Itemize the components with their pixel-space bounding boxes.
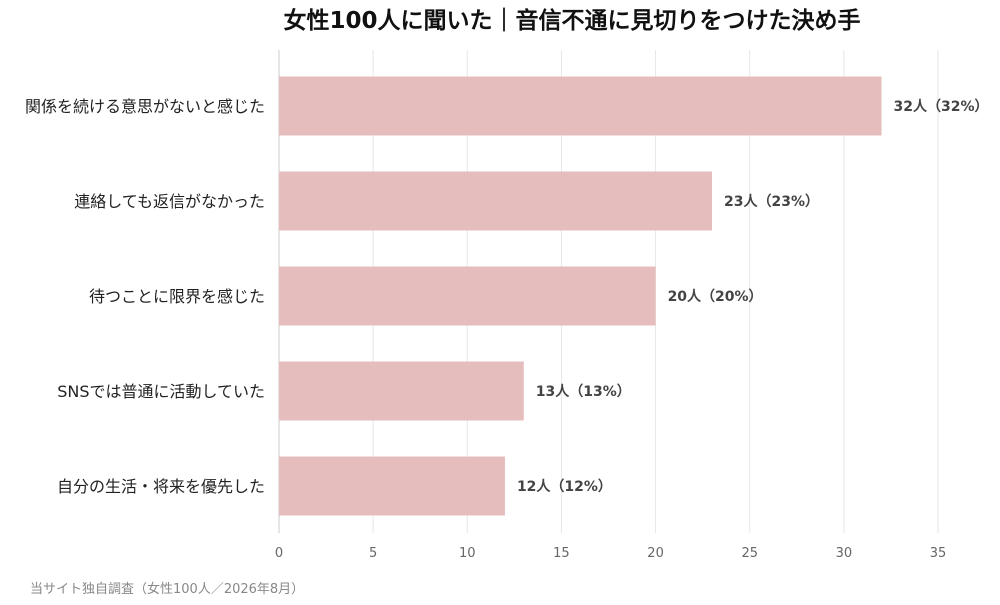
x-tick-label: 25 (741, 546, 758, 561)
value-label: 13人（13%） (536, 383, 631, 400)
bar (279, 456, 505, 516)
x-axis-ticks: 0 5 10 15 20 25 30 35 (275, 546, 946, 561)
value-label: 20人（20%） (668, 288, 763, 305)
category-label: 連絡しても返信がなかった (74, 192, 265, 211)
value-label: 12人（12%） (517, 478, 612, 495)
x-tick-label: 5 (369, 546, 377, 561)
bar (279, 266, 656, 326)
x-tick-label: 0 (275, 546, 283, 561)
category-label: SNSでは普通に活動していた (57, 382, 265, 401)
category-label: 待つことに限界を感じた (89, 287, 265, 306)
category-label: 関係を続ける意思がないと感じた (25, 97, 265, 116)
bars (279, 76, 882, 516)
x-tick-label: 10 (459, 546, 476, 561)
chart-title: 女性100人に聞いた｜音信不通に見切りをつけた決め手 (283, 7, 860, 34)
x-tick-label: 30 (836, 546, 853, 561)
category-label: 自分の生活・将来を優先した (57, 477, 265, 496)
bar (279, 76, 882, 136)
value-label: 23人（23%） (724, 193, 819, 210)
value-label: 32人（32%） (894, 98, 989, 115)
x-tick-label: 15 (553, 546, 570, 561)
x-tick-label: 20 (647, 546, 664, 561)
bar (279, 361, 524, 421)
source-note: 当サイト独自調査（女性100人／2026年8月） (30, 581, 304, 597)
x-tick-label: 35 (930, 546, 947, 561)
value-labels: 32人（32%） 23人（23%） 20人（20%） 13人（13%） 12人（12%） (517, 98, 989, 495)
bar (279, 171, 713, 231)
